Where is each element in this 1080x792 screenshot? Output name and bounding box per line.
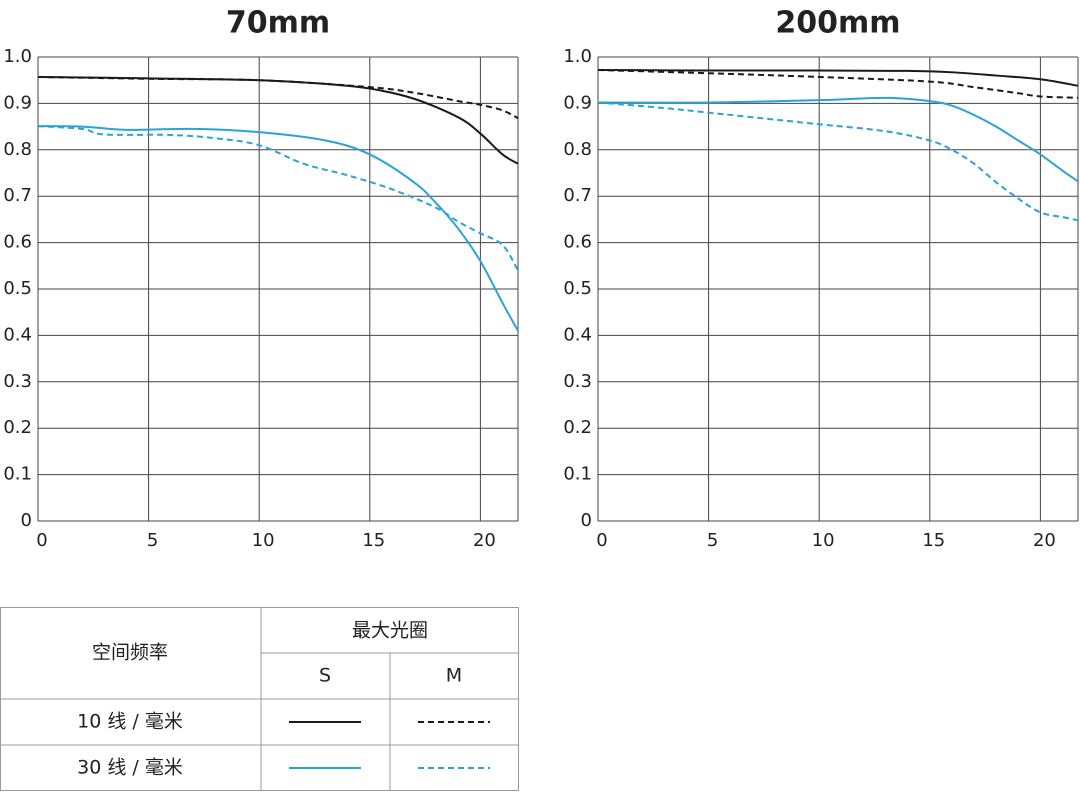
y-tick-label: 0 [581,510,592,531]
mtf-line [37,75,519,165]
mtf-line [597,101,1079,222]
x-tick-label: 15 [362,530,385,551]
y-tick-label: 0.6 [563,232,592,253]
x-tick-label: 20 [1033,530,1056,551]
y-tick-label: 0.4 [3,324,32,345]
table-header: 最大光圈 [352,620,428,642]
y-tick-label: 0.6 [3,232,32,253]
y-tick-label: 0.3 [3,371,32,392]
y-tick-label: 0.9 [3,92,32,113]
y-tick-label: 0 [21,510,32,531]
y-tick-label: 0.4 [563,324,592,345]
chart-title: 200mm [775,6,900,41]
y-tick-label: 0.5 [563,278,592,299]
mtf-line [597,68,1079,99]
x-tick-label: 0 [36,530,47,551]
y-tick-label: 0.7 [563,185,592,206]
y-tick-label: 1.0 [563,46,592,67]
mtf-line [37,75,519,120]
table-row-label: 30 线 / 毫米 [77,757,183,779]
table-header: S [319,665,331,687]
x-tick-label: 0 [596,530,607,551]
y-tick-label: 0.1 [563,464,592,485]
legend-table [0,607,519,791]
mtf-line [597,96,1079,183]
x-tick-label: 5 [147,530,158,551]
y-tick-label: 0.9 [563,92,592,113]
x-tick-label: 10 [812,530,835,551]
mtf-line [37,125,519,271]
x-tick-label: 20 [473,530,496,551]
y-tick-label: 0.5 [3,278,32,299]
y-tick-label: 0.2 [563,417,592,438]
x-tick-label: 10 [252,530,275,551]
y-tick-label: 0.8 [563,139,592,160]
y-tick-label: 1.0 [3,46,32,67]
table-row-label: 10 线 / 毫米 [77,711,183,733]
table-header: 空间频率 [92,642,168,664]
x-tick-label: 5 [707,530,718,551]
y-tick-label: 0.1 [3,464,32,485]
chart-title: 70mm [226,6,330,41]
mtf-line [597,68,1079,87]
y-tick-label: 0.3 [563,371,592,392]
y-tick-label: 0.7 [3,185,32,206]
y-tick-label: 0.2 [3,417,32,438]
mtf-line [37,125,519,332]
y-tick-label: 0.8 [3,139,32,160]
x-tick-label: 15 [922,530,945,551]
table-header: M [446,665,462,687]
